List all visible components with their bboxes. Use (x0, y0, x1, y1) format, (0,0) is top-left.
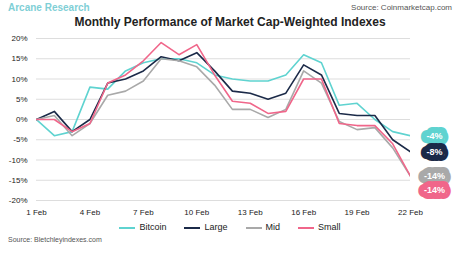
svg-text:-10%: -10% (9, 156, 28, 165)
svg-text:-15%: -15% (9, 176, 28, 185)
html-text:Source: Coinmarketcap.com: Source: Coinmarketcap.com (351, 2, 452, 12)
svg-text:22 Feb: 22 Feb (398, 208, 423, 217)
svg-text:10 Feb: 10 Feb (184, 208, 209, 217)
svg-text:10%: 10% (11, 75, 27, 84)
html-text:Bitcoin: Bitcoin (139, 222, 167, 232)
svg-text:-8%: -8% (426, 147, 442, 157)
svg-text:5%: 5% (16, 95, 28, 104)
svg-text:7 Feb: 7 Feb (133, 208, 154, 217)
svg-text:-4%: -4% (426, 131, 442, 141)
svg-text:19 Feb: 19 Feb (345, 208, 370, 217)
html-text:Source: Bletchleyindexes.com: Source: Bletchleyindexes.com (8, 236, 102, 243)
svg-text:-5%: -5% (13, 135, 27, 144)
html-text:Monthly Performance of Market: Monthly Performance of Market Cap-Weight… (74, 15, 386, 29)
svg-text:15%: 15% (11, 54, 27, 63)
html-text:Mid: Mid (265, 222, 280, 232)
html-text:Arcane Research: Arcane Research (8, 1, 90, 13)
html-text:Small: Small (318, 222, 341, 232)
svg-text:1 Feb: 1 Feb (26, 208, 47, 217)
svg-text:-20%: -20% (9, 196, 28, 205)
svg-text:0%: 0% (16, 115, 28, 124)
svg-text:13 Feb: 13 Feb (238, 208, 263, 217)
svg-text:-14%: -14% (424, 171, 445, 181)
html-text:Large: Large (204, 222, 228, 232)
svg-text:20%: 20% (11, 34, 27, 43)
svg-text:-14%: -14% (424, 185, 445, 195)
svg-text:4 Feb: 4 Feb (80, 208, 101, 217)
svg-text:16 Feb: 16 Feb (291, 208, 316, 217)
